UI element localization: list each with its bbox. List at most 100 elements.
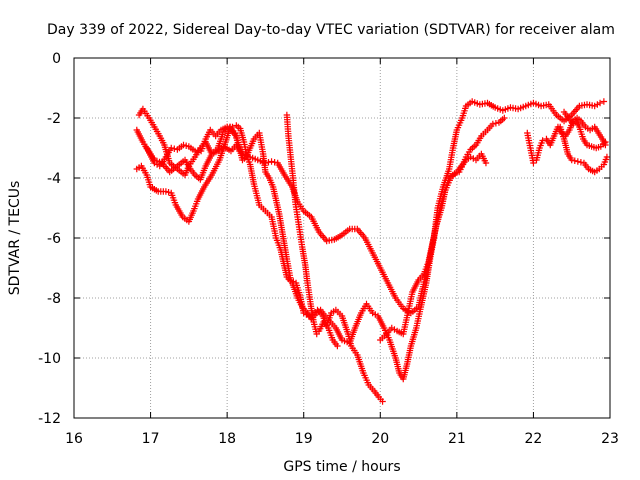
data-point (379, 322, 387, 330)
data-point (457, 117, 465, 124)
data-point (403, 362, 410, 370)
data-point (312, 328, 320, 335)
data-point (212, 148, 220, 156)
chart-title: Day 339 of 2022, Sidereal Day-to-day VTE… (47, 22, 615, 38)
data-point (195, 147, 203, 154)
data-point (259, 158, 267, 166)
data-point (302, 307, 309, 315)
data-point (575, 121, 582, 129)
data-point (462, 105, 469, 112)
data-point (304, 277, 311, 284)
data-point (172, 164, 179, 171)
data-point (564, 128, 572, 136)
x-tick-label: 22 (525, 431, 543, 447)
data-point (538, 139, 545, 147)
data-point (135, 164, 143, 171)
data-point (602, 156, 610, 163)
data-point (344, 328, 351, 335)
data-point (298, 205, 306, 212)
data-point (564, 148, 571, 156)
data-point (215, 158, 222, 166)
data-point (535, 147, 543, 154)
series-track-e (283, 111, 341, 350)
data-point (307, 298, 314, 305)
data-point (593, 167, 601, 174)
data-point (375, 262, 383, 270)
y-tick-label: -6 (47, 231, 61, 247)
x-tick-label: 19 (295, 431, 313, 447)
data-point (325, 316, 332, 324)
data-point (171, 199, 179, 206)
data-point (295, 289, 303, 296)
data-point (412, 327, 419, 334)
data-point (296, 226, 303, 233)
data-point (179, 170, 187, 177)
data-point (481, 100, 489, 107)
data-point (595, 144, 602, 151)
data-point (359, 367, 366, 374)
data-point (301, 259, 309, 266)
x-tick-label: 16 (65, 431, 83, 447)
data-point (249, 138, 257, 145)
data-point (330, 322, 338, 330)
data-point (166, 147, 174, 154)
data-point (260, 205, 267, 213)
data-point (179, 158, 187, 165)
data-point (156, 158, 163, 166)
data-point (149, 121, 157, 128)
data-point (398, 303, 405, 310)
data-point (165, 189, 172, 196)
data-point (190, 156, 197, 163)
data-point (417, 306, 424, 313)
data-point (360, 233, 367, 240)
data-point (574, 104, 582, 111)
data-point (275, 208, 282, 215)
data-point (369, 385, 376, 393)
data-point (294, 211, 301, 218)
data-point (542, 101, 550, 109)
data-point (243, 151, 250, 158)
data-point (199, 185, 207, 193)
x-tick-label: 23 (601, 431, 619, 447)
data-point (374, 391, 381, 399)
data-point (336, 310, 344, 318)
data-point (142, 169, 149, 176)
data-point (580, 121, 588, 129)
data-point (235, 145, 242, 153)
data-point (185, 163, 193, 170)
data-point (377, 396, 384, 403)
data-point (594, 127, 601, 135)
data-point (391, 326, 398, 333)
data-point (391, 292, 398, 300)
data-point (560, 133, 567, 140)
data-point (383, 277, 391, 285)
series-track-g (524, 114, 609, 167)
x-tick-label: 17 (142, 431, 160, 447)
data-point (529, 157, 537, 164)
data-point (600, 98, 608, 105)
data-point (422, 281, 429, 289)
data-point (563, 112, 571, 120)
y-tick-label: -8 (47, 291, 61, 307)
data-point (138, 136, 146, 144)
data-point (471, 143, 478, 150)
y-tick-label: -2 (47, 111, 61, 127)
data-point (161, 156, 168, 163)
data-point (144, 112, 151, 119)
data-point (178, 211, 185, 219)
y-tick-label: -10 (38, 351, 61, 367)
data-point (445, 168, 452, 175)
data-point (395, 367, 403, 375)
data-point (482, 128, 489, 136)
data-point (461, 158, 468, 166)
data-point (368, 247, 375, 255)
data-point (428, 243, 436, 250)
data-point (323, 322, 330, 330)
data-point (413, 305, 420, 312)
data-point (201, 165, 209, 172)
data-point (551, 109, 559, 117)
data-point (372, 311, 379, 318)
data-point (344, 227, 351, 234)
